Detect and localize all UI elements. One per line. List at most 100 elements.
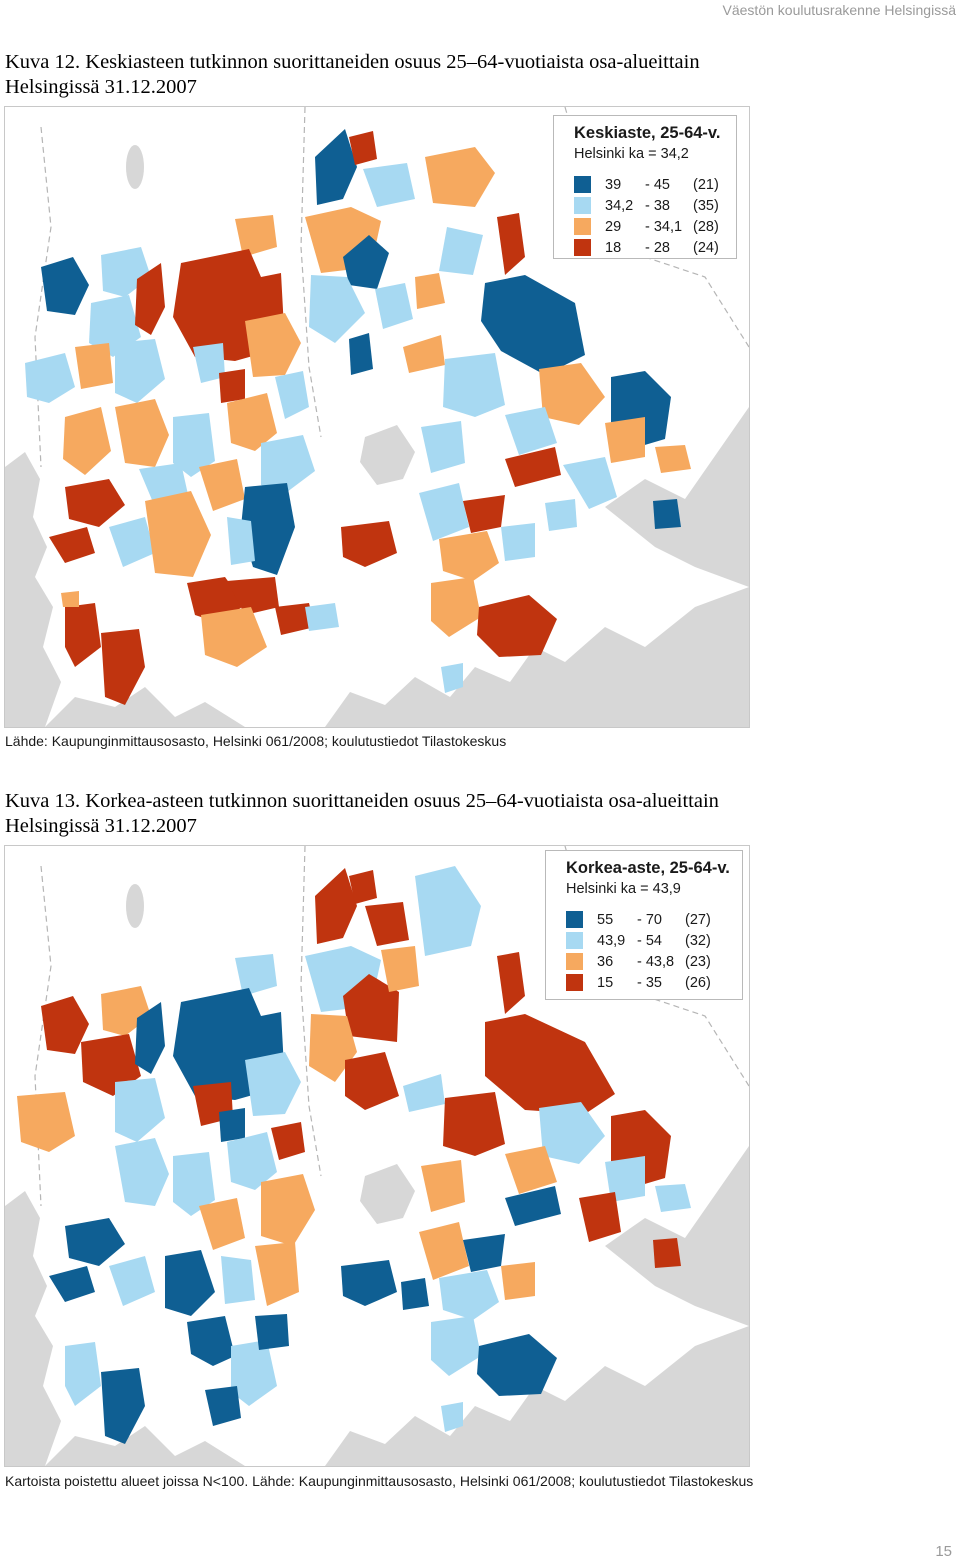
map12-area — [193, 343, 225, 383]
map13-area — [539, 1102, 605, 1164]
map13-area — [173, 1152, 215, 1216]
map13-area — [115, 1078, 165, 1142]
map12-area — [235, 215, 277, 257]
map12-area — [275, 371, 309, 419]
map13-lake — [126, 884, 144, 928]
map13-area — [49, 1266, 95, 1302]
map13-area — [439, 1270, 499, 1320]
figure12-legend-row: 18 - 28 (24) — [574, 237, 736, 258]
legend-swatch-orange — [574, 218, 591, 235]
legend-swatch-dark-blue — [566, 911, 583, 928]
map12-area — [227, 393, 277, 451]
map13-area — [381, 946, 419, 992]
map12-area — [135, 263, 165, 335]
figure13-caption: Kuva 13. Korkea-asteen tutkinnon suoritt… — [5, 789, 945, 839]
map12-area — [101, 629, 145, 705]
map12-area — [115, 399, 169, 467]
map13-area — [485, 1014, 615, 1114]
map12-area — [439, 227, 483, 275]
map12-area — [363, 163, 415, 207]
map13-land-southwest — [45, 1426, 245, 1466]
map13-area — [165, 1250, 215, 1316]
map12-area — [227, 577, 279, 615]
map12-area — [439, 531, 499, 581]
map12-area — [605, 417, 645, 463]
legend-count: (26) — [685, 974, 711, 991]
map13-area — [365, 902, 409, 946]
figure13-legend-row: 43,9 - 54 (32) — [566, 930, 742, 951]
map12-area — [109, 517, 155, 567]
figure12-legend: Keskiaste, 25-64-v. Helsinki ka = 34,2 3… — [553, 115, 737, 259]
map13-area — [345, 1052, 399, 1110]
figure12-legend-row: 34,2 - 38 (35) — [574, 195, 736, 216]
legend-range-high: - 34,1 — [645, 218, 683, 235]
page-number: 15 — [935, 1543, 952, 1560]
figure12-legend-rows: 39 - 45 (21) 34,2 - 38 (35) 29 - 34,1 (2… — [574, 174, 736, 258]
map13-area — [431, 1316, 481, 1376]
map12-land-middle — [360, 425, 415, 485]
map13-area — [227, 1132, 277, 1190]
legend-swatch-red — [566, 974, 583, 991]
map13-area — [349, 870, 377, 904]
map13-area — [81, 1034, 141, 1096]
map13-area — [505, 1146, 557, 1194]
map13-area — [343, 974, 399, 1042]
map13-area — [115, 1138, 169, 1206]
figure13-legend-row: 15 - 35 (26) — [566, 972, 742, 993]
map13-area — [443, 1092, 505, 1156]
map13-area — [403, 1074, 445, 1112]
map12-area — [65, 479, 125, 527]
map13-area — [315, 868, 357, 944]
map13-area — [17, 1092, 75, 1152]
map12-area — [403, 335, 445, 373]
figure12-caption-line2: Helsingissä 31.12.2007 — [5, 76, 197, 98]
map12-area — [25, 353, 75, 403]
legend-range-high: - 45 — [645, 176, 670, 193]
map13-area — [401, 1278, 429, 1310]
map12-area — [61, 591, 79, 607]
figure13-legend-mean: Helsinki ka = 43,9 — [566, 881, 681, 897]
map12-area — [421, 421, 465, 473]
map13-boundary-lines — [34, 846, 749, 1207]
legend-range-high: - 54 — [637, 932, 662, 949]
map13-area — [501, 1262, 535, 1300]
map12-area — [75, 343, 113, 389]
map13-area — [341, 1260, 397, 1306]
map12-area — [343, 235, 389, 289]
legend-swatch-orange — [566, 953, 583, 970]
map13-land-southeast — [325, 1326, 749, 1466]
figure12-caption: Kuva 12. Keskiasteen tutkinnon suorittan… — [5, 50, 945, 100]
map12-land-east — [605, 407, 749, 587]
map12-area — [463, 495, 505, 533]
map13-area — [605, 1156, 645, 1202]
figure12-source: Lähde: Kaupunginmittausosasto, Helsinki … — [5, 733, 507, 749]
map13-area — [655, 1184, 691, 1212]
figure13-legend: Korkea-aste, 25-64-v. Helsinki ka = 43,9… — [545, 850, 743, 1000]
map12-area — [201, 607, 267, 667]
map12-area — [431, 577, 481, 637]
map13-area — [231, 1340, 277, 1406]
legend-range-low: 39 — [605, 176, 622, 193]
map12-lake — [126, 145, 144, 189]
figure13-source: Kartoista poistettu alueet joissa N<100.… — [5, 1473, 754, 1489]
legend-range-low: 43,9 — [597, 932, 626, 949]
map12-area — [199, 459, 245, 511]
legend-count: (27) — [685, 911, 711, 928]
legend-count: (35) — [693, 197, 719, 214]
map12-land-southwest — [45, 687, 245, 727]
map13-area — [421, 1160, 465, 1212]
figure13-map-graphic — [5, 846, 749, 1466]
map12-area — [539, 363, 605, 425]
map12-area — [477, 595, 557, 657]
legend-swatch-dark-blue — [574, 176, 591, 193]
map13-area — [205, 1386, 241, 1426]
map13-land-middle — [360, 1164, 415, 1224]
map12-area — [65, 603, 101, 667]
legend-count: (24) — [693, 239, 719, 256]
running-header: Väestön koulutusrakenne Helsingissä — [722, 2, 956, 18]
map13-land-east — [605, 1146, 749, 1326]
map13-area — [463, 1234, 505, 1272]
legend-range-low: 34,2 — [605, 197, 634, 214]
map12-area — [261, 435, 315, 495]
legend-range-low: 29 — [605, 218, 622, 235]
